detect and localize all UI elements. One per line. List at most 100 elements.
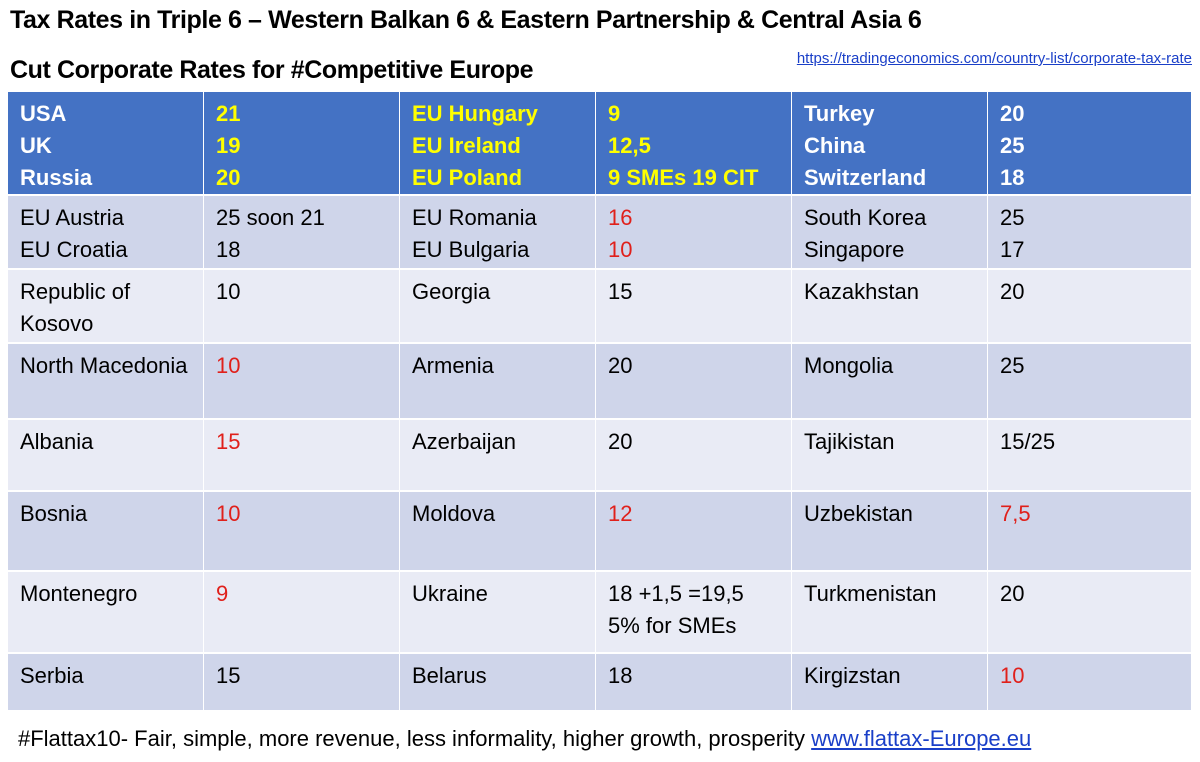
cell-line: Moldova: [412, 501, 496, 526]
table-cell: 18 +1,5 =19,5 5% for SMEs: [596, 572, 792, 654]
cell-line: 5% for SMEs: [608, 613, 737, 638]
cell-line: EU Croatia: [20, 237, 128, 262]
table-cell: North Macedonia: [8, 344, 204, 420]
cell-line: 20: [1000, 279, 1025, 304]
table-cell: Armenia: [400, 344, 596, 420]
title: Cut Corporate Rates for #Competitive Eur…: [10, 56, 534, 84]
cell-line: 25: [1000, 205, 1025, 230]
cell-line: 19: [216, 133, 241, 158]
cell-line: China: [804, 133, 866, 158]
cell-line: Tajikistan: [804, 429, 895, 454]
cell-line: 18: [608, 663, 633, 688]
table-cell: 10: [988, 654, 1192, 712]
table-cell: Georgia: [400, 270, 596, 344]
footer-link[interactable]: www.flattax-Europe.eu: [811, 726, 1032, 751]
table-cell: 20: [596, 420, 792, 492]
table-cell: Ukraine: [400, 572, 596, 654]
cell-line: EU Romania: [412, 205, 537, 230]
cell-line: 20: [608, 429, 633, 454]
cell-line: USA: [20, 101, 67, 126]
cell-line: Armenia: [412, 353, 494, 378]
cell-line: 25: [1000, 353, 1025, 378]
footer-text: #Flattax10- Fair, simple, more revenue, …: [18, 726, 806, 751]
table-cell: Kazakhstan: [792, 270, 988, 344]
cell-line: Kirgizstan: [804, 663, 901, 688]
cell-line: 20: [608, 353, 633, 378]
table-cell: 20: [988, 572, 1192, 654]
cell-line: 25 soon 21: [216, 205, 325, 230]
table-cell: 12: [596, 492, 792, 572]
cell-line: EU Poland: [412, 165, 523, 190]
cell-line: 17: [1000, 237, 1025, 262]
source-link[interactable]: https://tradingeconomics.com/country-lis…: [796, 50, 1192, 67]
cell-line: 18: [216, 237, 241, 262]
cell-line: 15: [216, 429, 241, 454]
table-cell: 25 17: [988, 196, 1192, 270]
cell-line: South Korea: [804, 205, 927, 230]
table-cell: 20 25 18: [988, 92, 1192, 196]
table-cell: Kirgizstan: [792, 654, 988, 712]
table-cell: 20: [988, 270, 1192, 344]
cell-line: 18 +1,5 =19,5: [608, 581, 744, 606]
cell-line: 9: [216, 581, 229, 606]
table-cell: Turkey China Switzerland: [792, 92, 988, 196]
cell-line: 10: [216, 501, 241, 526]
table-cell: Montenegro: [8, 572, 204, 654]
cell-line: Serbia: [20, 663, 84, 688]
table-cell: 15: [204, 654, 400, 712]
cell-line: 18: [1000, 165, 1025, 190]
cell-line: Montenegro: [20, 581, 138, 606]
cell-line: 9: [608, 101, 621, 126]
cell-line: 10: [608, 237, 633, 262]
table-cell: 15: [596, 270, 792, 344]
cell-line: 20: [216, 165, 241, 190]
cell-line: Ukraine: [412, 581, 488, 606]
table-cell: 15: [204, 420, 400, 492]
cell-line: 20: [1000, 581, 1025, 606]
table: USA UK Russia 21 19 20 EU Hungary EU Ireland EU …: [8, 92, 1192, 712]
table-cell: 10: [204, 270, 400, 344]
table-cell: Turkmenistan: [792, 572, 988, 654]
cell-line: Albania: [20, 429, 94, 454]
cell-line: EU Hungary: [412, 101, 538, 126]
cell-line: 9 SMEs 19 CIT: [608, 165, 759, 190]
table-cell: EU Romania EU Bulgaria: [400, 196, 596, 270]
cell-line: Singapore: [804, 237, 905, 262]
cell-line: 25: [1000, 133, 1025, 158]
table-cell: Bosnia: [8, 492, 204, 572]
table-cell: Moldova: [400, 492, 596, 572]
cell-line: 15: [608, 279, 633, 304]
table-cell: 7,5: [988, 492, 1192, 572]
table-cell: 9: [204, 572, 400, 654]
cell-line: EU Austria: [20, 205, 124, 230]
cell-line: Turkey: [804, 101, 875, 126]
table-cell: 18: [596, 654, 792, 712]
cell-line: Azerbaijan: [412, 429, 516, 454]
cell-line: Bosnia: [20, 501, 88, 526]
cell-line: EU Ireland: [412, 133, 521, 158]
cell-line: Uzbekistan: [804, 501, 913, 526]
table-cell: Albania: [8, 420, 204, 492]
table-cell: Mongolia: [792, 344, 988, 420]
table-cell: 25: [988, 344, 1192, 420]
table-cell: South Korea Singapore: [792, 196, 988, 270]
table-cell: EU Austria EU Croatia: [8, 196, 204, 270]
cell-line: 7,5: [1000, 501, 1031, 526]
cell-line: UK: [20, 133, 52, 158]
table-cell: 10: [204, 492, 400, 572]
cell-line: Mongolia: [804, 353, 894, 378]
cell-line: 15: [216, 663, 241, 688]
table-cell: Azerbaijan: [400, 420, 596, 492]
cell-line: 12,5: [608, 133, 651, 158]
cell-line: North Macedonia: [20, 353, 188, 378]
cell-line: 16: [608, 205, 633, 230]
cell-line: Georgia: [412, 279, 491, 304]
footer: #Flattax10- Fair, simple, more revenue, …: [18, 726, 1031, 752]
table-cell: USA UK Russia: [8, 92, 204, 196]
cell-line: Turkmenistan: [804, 581, 937, 606]
cell-line: Switzerland: [804, 165, 927, 190]
table-cell: EU Hungary EU Ireland EU Poland: [400, 92, 596, 196]
cell-line: 21: [216, 101, 241, 126]
cell-line: 12: [608, 501, 633, 526]
